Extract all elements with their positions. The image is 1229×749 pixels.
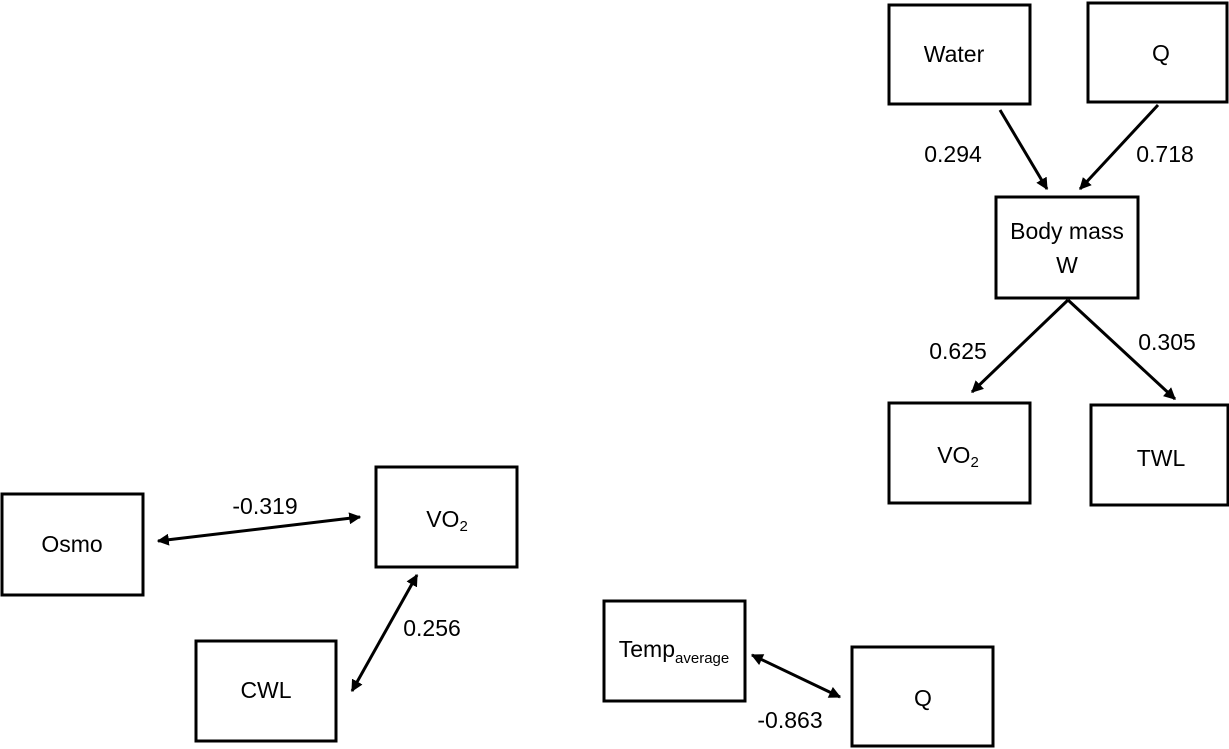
node-label: VO2: [426, 506, 468, 535]
label-text: Temp: [619, 636, 675, 662]
node-box: [1089, 403, 1229, 507]
label-subscript: 2: [970, 454, 978, 471]
arrow: [1066, 298, 1177, 401]
label-text: VO: [937, 442, 970, 468]
node-box: [887, 401, 1032, 505]
arrow: [750, 653, 842, 699]
node-label: Osmo: [41, 531, 102, 557]
arrow: [998, 109, 1049, 191]
edge-label: -0.319: [232, 493, 297, 519]
node-box: [994, 195, 1140, 300]
label-subscript: average: [675, 650, 729, 667]
node-box: [887, 3, 1032, 106]
label-text: VO: [426, 506, 459, 532]
node-label: TWL: [1137, 445, 1186, 471]
edge-label: -0.863: [757, 707, 822, 733]
node-label: Water: [924, 41, 985, 67]
node-box: [602, 599, 747, 703]
arrow: [970, 298, 1070, 394]
node-label: Q: [914, 685, 932, 711]
label-subscript: 2: [459, 518, 467, 535]
node-label: Body mass: [1010, 218, 1124, 244]
edge-label: 0.718: [1136, 141, 1194, 167]
edge-label: 0.625: [929, 338, 987, 364]
node-label: W: [1056, 252, 1078, 278]
node-box: [850, 645, 995, 748]
node-box: [194, 639, 338, 743]
node-label: Tempaverage: [619, 636, 729, 667]
node-label: CWL: [240, 677, 291, 703]
node-box: [0, 492, 145, 597]
arrow: [350, 573, 419, 693]
node-label: VO2: [937, 442, 979, 471]
node-box: [1086, 1, 1229, 104]
arrow: [1078, 103, 1160, 191]
node-box: [374, 465, 519, 569]
node-label: Q: [1152, 40, 1170, 66]
arrow: [156, 512, 362, 546]
edge-label: 0.294: [924, 141, 982, 167]
edge-label: 0.256: [403, 615, 461, 641]
edge-label: 0.305: [1138, 329, 1196, 355]
